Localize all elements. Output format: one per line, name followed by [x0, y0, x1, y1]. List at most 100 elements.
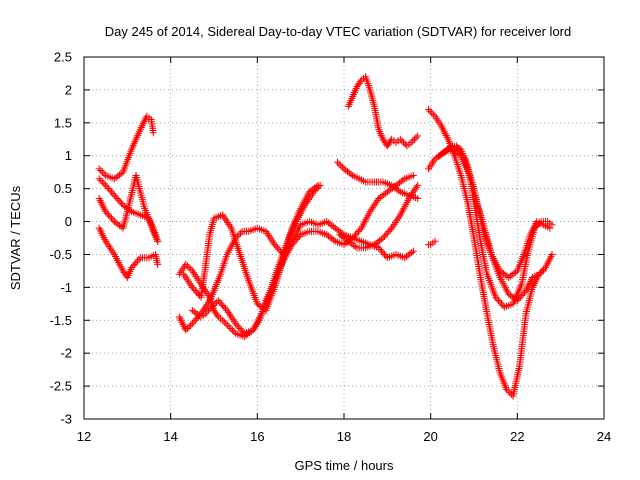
series-10: [344, 73, 422, 150]
data-point: [187, 321, 195, 329]
data-point: [220, 303, 228, 311]
data-point: [106, 213, 114, 221]
data-point: [354, 227, 362, 235]
data-point: [503, 385, 510, 393]
data-point: [225, 323, 233, 331]
data-point: [98, 168, 106, 176]
data-point: [407, 139, 415, 147]
data-point: [205, 306, 213, 314]
data-point: [383, 229, 391, 237]
data-point: [428, 109, 436, 117]
data-point: [414, 132, 422, 140]
data-point: [506, 389, 514, 397]
data-point: [154, 260, 162, 268]
series-7: [188, 181, 324, 337]
data-point: [386, 226, 394, 234]
data-point: [95, 175, 103, 183]
data-point: [546, 224, 554, 232]
data-point: [311, 186, 319, 194]
data-point: [376, 246, 384, 254]
data-point: [271, 241, 279, 249]
data-point: [185, 264, 193, 272]
data-point: [109, 216, 117, 224]
series-0: [95, 112, 157, 183]
data-point: [97, 176, 105, 184]
data-point: [334, 158, 341, 166]
data-point: [188, 283, 196, 291]
y-tick-label: 0.5: [54, 181, 72, 196]
data-point: [228, 326, 236, 334]
data-point: [292, 236, 300, 244]
data-point: [132, 259, 140, 267]
x-tick-label: 12: [77, 429, 91, 444]
y-tick-label: 1.5: [54, 115, 72, 130]
data-point: [513, 297, 521, 305]
data-point: [219, 301, 227, 309]
data-point: [102, 208, 110, 216]
y-tick-label: -1: [60, 280, 72, 295]
data-point: [149, 129, 157, 137]
data-point: [356, 78, 364, 86]
data-point: [409, 171, 417, 179]
data-point: [95, 165, 103, 173]
data-point: [548, 250, 556, 258]
data-point: [107, 188, 115, 196]
y-tick-label: 1: [65, 148, 72, 163]
x-tick-label: 20: [423, 429, 437, 444]
data-point: [377, 235, 385, 243]
data-point: [310, 188, 318, 196]
data-point: [105, 185, 113, 193]
data-point: [214, 297, 222, 305]
data-point: [103, 183, 111, 191]
data-point: [188, 320, 196, 328]
data-point: [227, 325, 235, 332]
series-12: [425, 106, 556, 400]
data-point: [206, 305, 214, 313]
data-point: [133, 257, 141, 265]
data-point: [135, 255, 143, 263]
data-point: [128, 264, 136, 272]
data-point: [129, 262, 137, 270]
data-point: [201, 310, 209, 318]
data-point: [106, 186, 114, 194]
data-point: [193, 288, 201, 296]
data-point: [190, 318, 198, 326]
data-point: [109, 190, 117, 198]
data-point: [110, 191, 118, 199]
chart-title: Day 245 of 2014, Sidereal Day-to-day VTE…: [105, 24, 572, 39]
y-axis-label: SDTVAR / TECUs: [8, 185, 23, 290]
data-point: [274, 244, 282, 252]
grid: [84, 57, 604, 419]
data-point: [375, 244, 383, 252]
data-point: [237, 229, 245, 237]
data-point: [191, 287, 199, 295]
data-point: [97, 167, 105, 175]
y-tick-label: -1.5: [50, 313, 72, 328]
data-point: [100, 170, 108, 178]
data-point: [409, 247, 417, 255]
x-tick-label: 24: [597, 429, 611, 444]
series-15: [440, 142, 547, 305]
data-point: [356, 226, 364, 234]
data-points: [95, 73, 556, 400]
x-axis-label: GPS time / hours: [295, 458, 394, 473]
data-point: [410, 135, 418, 143]
data-point: [98, 178, 106, 186]
data-point: [539, 267, 547, 275]
data-point: [154, 237, 162, 245]
data-point: [350, 232, 358, 240]
data-point: [220, 318, 228, 326]
data-point: [519, 290, 527, 298]
data-point: [385, 227, 393, 235]
data-point: [116, 198, 124, 206]
data-point: [219, 316, 227, 324]
data-point: [208, 303, 216, 311]
data-point: [515, 295, 523, 303]
data-point: [400, 139, 408, 147]
series-2: [95, 171, 162, 245]
data-point: [190, 285, 198, 293]
data-point: [237, 326, 245, 334]
data-point: [492, 293, 500, 301]
data-point: [429, 111, 437, 119]
